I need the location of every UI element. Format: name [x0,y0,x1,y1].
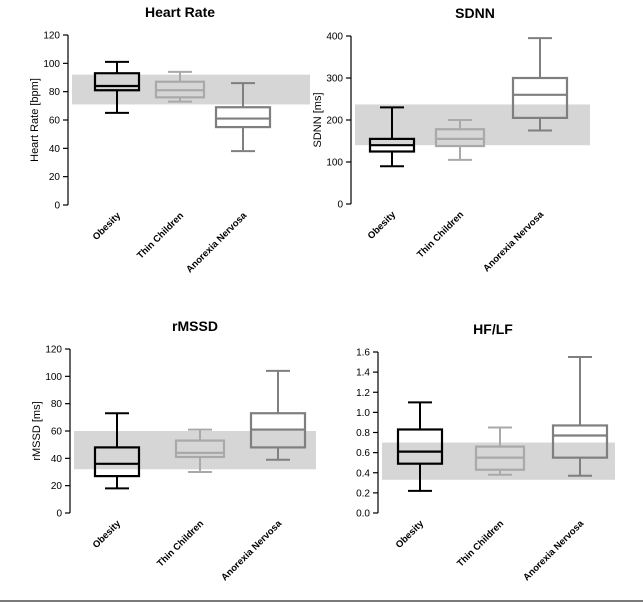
y-tick-label: 0 [56,509,62,520]
y-tick-label: 120 [43,31,60,42]
box-anorexia-nervosa [214,82,272,153]
box-anorexia-nervosa [551,356,609,477]
box-iqr [214,106,272,129]
box-iqr [174,439,226,459]
category-label: Obesity [91,518,124,551]
chart-panel-4: 0.0 0.2 0.4 0.6 0.8 1.0 1.2 1.4 1.6 HF/LF Obesity T… [356,321,615,583]
category-label: Thin Children [455,518,506,569]
y-tick-label: 100 [326,158,343,169]
y-tick-label: 0 [337,200,343,211]
category-label: Anorexia Nervosa [481,209,546,274]
y-tick-label: 1.2 [356,388,370,399]
y-tick-label: 0 [54,201,60,212]
y-tick-label: 100 [45,372,62,383]
box-iqr [93,72,141,92]
y-tick-label: 60 [51,427,63,438]
y-tick-label: 1.6 [356,348,370,359]
box-obesity [368,106,416,168]
box-anorexia-nervosa [249,369,307,461]
category-label: Thin Children [415,209,466,260]
box-thin-children [154,70,206,103]
box-iqr [434,128,486,148]
category-label: Anorexia Nervosa [219,518,284,583]
chart-title: HF/LF [473,321,513,337]
category-label: Anorexia Nervosa [184,210,249,275]
y-tick-label: 80 [49,87,61,98]
category-label: Anorexia Nervosa [521,518,586,583]
chart-panel-2: 0 100 200 300 400 SDNN SDNN [ms] Obesity Thin Ch… [312,5,590,274]
box-iqr [93,446,141,478]
chart-title: Heart Rate [145,4,215,20]
box-thin-children [174,428,226,473]
y-tick-label: 1.4 [356,368,370,379]
chart-title: SDNN [455,5,495,21]
category-label: Thin Children [135,210,186,261]
category-label: Obesity [366,209,399,242]
chart-title: rMSSD [172,318,218,334]
y-tick-label: 40 [51,454,63,465]
chart-panel-1: 0 20 40 60 80 100 120 Heart Rate Heart Rate [bpm… [29,4,310,275]
y-tick-label: 1.0 [356,408,370,419]
y-tick-label: 40 [49,144,61,155]
box-thin-children [474,426,526,476]
box-iqr [511,76,569,120]
category-label: Obesity [91,210,124,243]
y-tick-label: 0.4 [356,468,370,479]
category-label: Obesity [394,518,427,551]
chart-panel-3: 0 20 40 60 80 100 120 rMSSD rMSSD [ms] Obesity Thi… [31,318,316,583]
y-tick-label: 20 [51,481,63,492]
box-iqr [551,424,609,459]
box-obesity [93,60,141,114]
y-tick-label: 60 [49,116,61,127]
y-tick-label: 300 [326,74,343,85]
y-tick-label: 80 [51,399,63,410]
y-tick-label: 0.0 [356,509,370,520]
box-obesity [93,412,141,490]
bottom-divider [0,600,643,602]
y-tick-label: 0.2 [356,488,370,499]
category-label: Thin Children [155,518,206,569]
y-tick-label: 0.8 [356,428,370,439]
y-tick-label: 200 [326,116,343,127]
y-tick-label: 0.6 [356,448,370,459]
y-tick-label: 100 [43,59,60,70]
y-tick-label: 20 [49,172,61,183]
y-tick-label: 120 [45,345,62,356]
y-axis-label: Heart Rate [bpm] [29,78,41,162]
box-iqr [396,428,444,465]
y-tick-label: 400 [326,32,343,43]
box-anorexia-nervosa [511,37,569,132]
box-thin-children [434,119,486,161]
box-obesity [396,401,444,492]
y-axis-label: SDNN [ms] [312,93,324,148]
y-axis-label: rMSSD [ms] [31,401,43,460]
